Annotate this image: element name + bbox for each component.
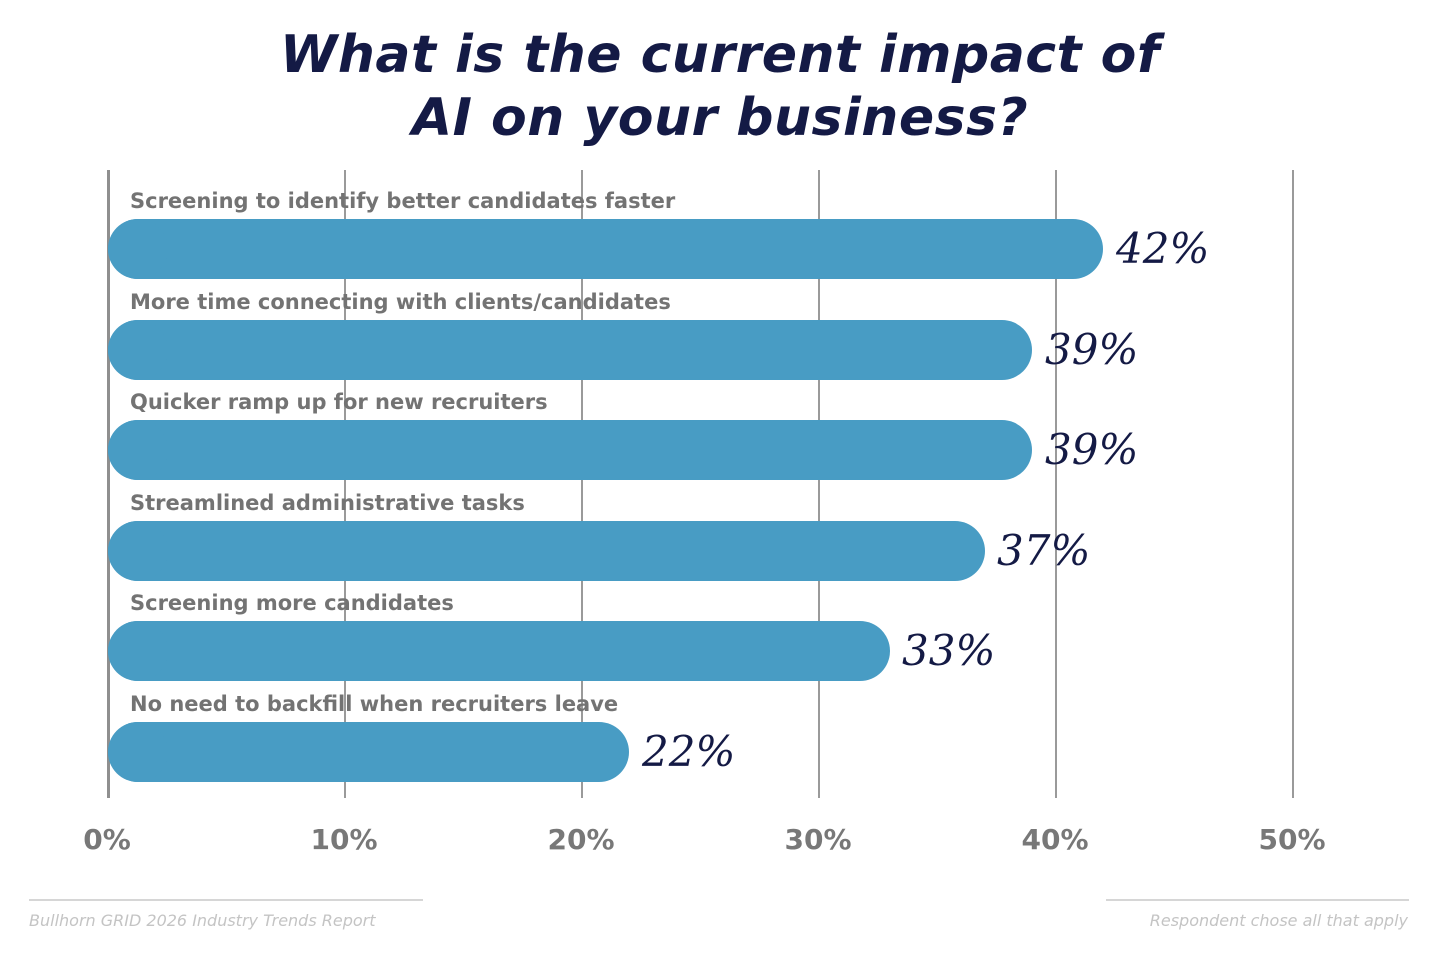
gridline-20 — [581, 170, 583, 798]
bar-label: Screening to identify better candidates … — [130, 189, 676, 213]
x-tick-label: 30% — [784, 823, 852, 856]
gridline-40 — [1055, 170, 1057, 798]
gridline-10 — [344, 170, 346, 798]
bar-label: No need to backfill when recruiters leav… — [130, 692, 619, 716]
bar-label: Streamlined administrative tasks — [130, 491, 525, 515]
bar — [108, 521, 985, 581]
bar-label: Screening more candidates — [130, 591, 454, 615]
footer-divider-left — [29, 899, 423, 901]
bar-label: More time connecting with clients/candid… — [130, 290, 671, 314]
bar-label: Quicker ramp up for new recruiters — [130, 390, 548, 414]
bar-value-label: 22% — [642, 727, 736, 776]
chart-title-line-2: AI on your business? — [411, 88, 1029, 148]
bar-value-label: 37% — [997, 526, 1091, 575]
gridline-50 — [1292, 170, 1294, 798]
respondent-note: Respondent chose all that apply — [1149, 911, 1408, 930]
bar — [108, 722, 629, 782]
footer-divider-right — [1106, 899, 1409, 901]
gridline-30 — [818, 170, 820, 798]
bar — [108, 621, 890, 681]
x-tick-label: 10% — [310, 823, 378, 856]
bar — [108, 420, 1032, 480]
bar-value-label: 39% — [1045, 325, 1139, 374]
x-tick-label: 20% — [547, 823, 615, 856]
bar-value-label: 42% — [1116, 224, 1210, 273]
bar-value-label: 33% — [902, 626, 996, 675]
chart-title: What is the current impact of AI on your… — [0, 24, 1440, 150]
x-tick-label: 50% — [1258, 823, 1326, 856]
x-tick-label: 0% — [83, 823, 131, 856]
source-note: Bullhorn GRID 2026 Industry Trends Repor… — [29, 911, 376, 930]
gridline-0 — [107, 170, 110, 798]
bar — [108, 320, 1032, 380]
x-tick-label: 40% — [1021, 823, 1089, 856]
bar — [108, 219, 1103, 279]
chart-title-line-1: What is the current impact of — [280, 25, 1160, 85]
bar-value-label: 39% — [1045, 425, 1139, 474]
